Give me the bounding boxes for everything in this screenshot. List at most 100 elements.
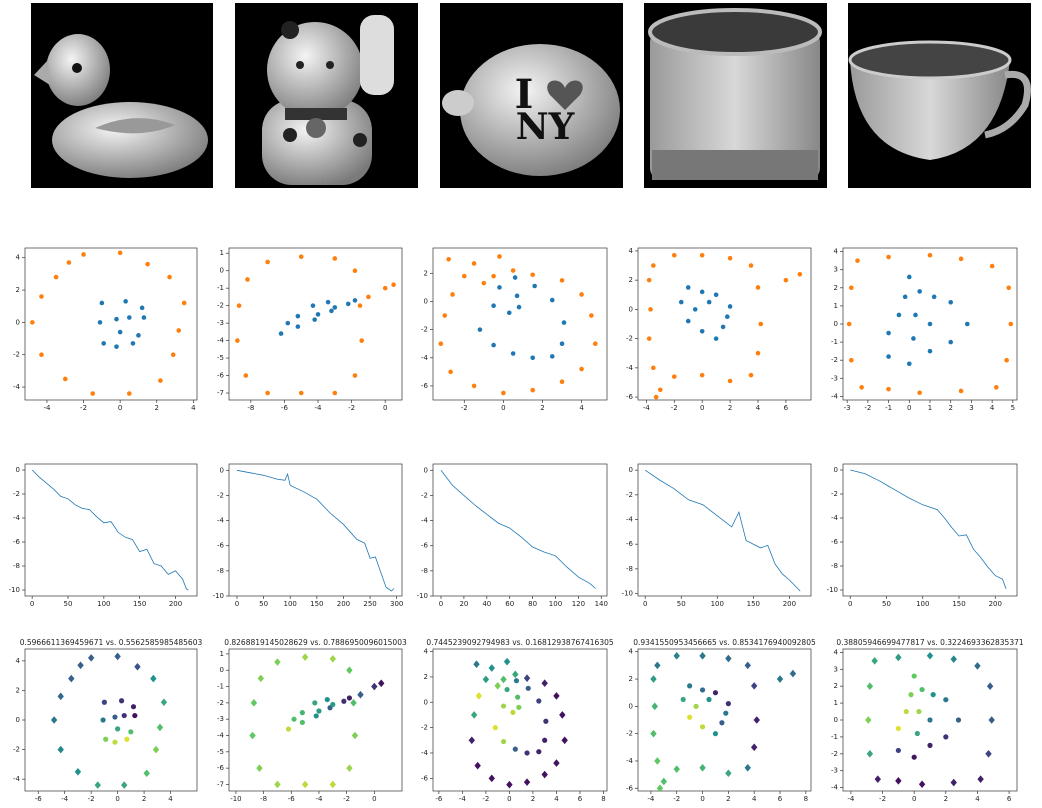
point [525, 685, 531, 691]
point [530, 272, 536, 278]
x-tick-label: 6 [578, 795, 583, 803]
point [530, 355, 536, 361]
x-tick-label: 200 [783, 600, 796, 608]
x-tick-label: -4 [61, 795, 69, 803]
point [986, 682, 994, 690]
point [713, 336, 719, 341]
point [391, 282, 396, 287]
point [687, 714, 693, 720]
x-tick-label: -4 [315, 795, 323, 803]
point [532, 283, 537, 289]
y-tick-label: -6 [421, 774, 429, 782]
y-tick-label: -2 [831, 356, 838, 364]
point [500, 738, 507, 745]
point [346, 666, 353, 675]
point [90, 391, 96, 396]
x-tick-label: 0 [235, 600, 239, 608]
x-tick-label: 2 [726, 795, 730, 803]
y-tick-label: -3 [831, 767, 838, 775]
point [285, 320, 291, 326]
point [673, 765, 680, 773]
point [916, 708, 922, 715]
point [299, 710, 305, 716]
x-tick-label: 60 [505, 600, 514, 608]
y-tick-label: -4 [831, 784, 839, 792]
x-tick-label: 2 [948, 404, 952, 412]
point [512, 746, 518, 752]
point [699, 724, 706, 730]
y-tick-label: -4 [13, 383, 21, 391]
x-tick-label: -4 [643, 404, 651, 412]
x-tick-label: 50 [64, 600, 73, 608]
point [488, 774, 495, 783]
y-tick-label: -3 [217, 319, 224, 327]
x-tick-label: -1 [885, 404, 892, 412]
point [699, 329, 705, 334]
x-tick-label: -4 [647, 795, 655, 803]
y-tick-label: -4 [421, 749, 429, 757]
point [678, 299, 684, 305]
y-tick-label: 0 [629, 702, 633, 710]
point [313, 713, 319, 719]
point [315, 312, 321, 317]
y-tick-label: -2 [831, 750, 838, 758]
point [753, 716, 760, 724]
point [156, 723, 164, 732]
y-tick-label: -2 [626, 491, 633, 499]
point [977, 775, 984, 783]
y-tick-label: -2 [217, 699, 224, 707]
point [329, 308, 334, 314]
point [351, 731, 359, 740]
point [948, 299, 954, 305]
point [911, 754, 917, 760]
photo-text: I [515, 71, 534, 118]
point [895, 725, 901, 732]
line [31, 469, 189, 591]
x-tick-label: 6 [778, 795, 783, 803]
y-tick-label: 0 [16, 716, 20, 724]
x-tick-label: -4 [315, 404, 323, 412]
y-tick-label: -6 [626, 540, 634, 548]
point [57, 745, 64, 754]
point [993, 385, 999, 390]
y-tick-label: -1 [217, 284, 224, 292]
point [324, 696, 330, 703]
point [789, 669, 797, 678]
point [250, 699, 258, 707]
point [687, 683, 693, 689]
point [181, 300, 187, 306]
point [955, 717, 962, 723]
point [39, 352, 44, 358]
plot-frame [228, 247, 403, 401]
point [448, 369, 453, 375]
point [74, 767, 82, 776]
y-tick-label: -4 [421, 517, 429, 525]
y-tick-label: -8 [626, 565, 633, 573]
point [725, 654, 732, 663]
point [265, 259, 270, 265]
chart-title: 0.5966611369459671 vs. 0.556258598548560… [20, 638, 203, 647]
x-tick-label: 100 [97, 600, 110, 608]
x-tick-label: -3 [844, 404, 851, 412]
x-tick-label: 150 [747, 600, 760, 608]
point [776, 675, 784, 683]
point [964, 321, 970, 327]
point [291, 716, 297, 722]
y-tick-label: -1 [831, 338, 838, 346]
point [491, 273, 496, 279]
y-tick-label: -6 [217, 764, 225, 772]
point [130, 341, 136, 346]
point [516, 704, 522, 710]
y-tick-label: -8 [421, 567, 428, 575]
point [988, 716, 995, 724]
y-tick-label: -10 [417, 592, 428, 600]
point [855, 258, 860, 263]
point [561, 320, 567, 325]
point [654, 661, 661, 670]
point [543, 718, 549, 724]
point [958, 256, 964, 262]
point [950, 655, 957, 663]
x-tick-label: -6 [435, 795, 443, 803]
